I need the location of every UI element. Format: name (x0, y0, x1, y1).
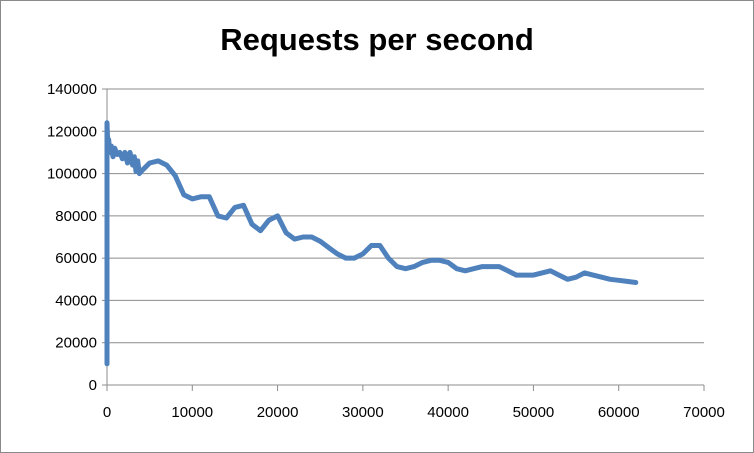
y-tick-label-6: 120000 (47, 123, 97, 140)
y-tick-label-5: 100000 (47, 166, 97, 183)
chart-title: Requests per second (220, 22, 534, 57)
y-tick-label-0: 0 (89, 377, 97, 394)
x-tick-label-4: 40000 (427, 404, 469, 421)
x-tick-label-3: 30000 (342, 404, 384, 421)
y-tick-label-1: 20000 (55, 335, 97, 352)
x-tick-labels: 0 10000 20000 30000 40000 50000 60000 70000 (103, 404, 725, 421)
y-tick-labels: 0 20000 40000 60000 80000 100000 120000 140000 (47, 81, 97, 394)
x-tick-label-2: 20000 (257, 404, 299, 421)
gridlines (107, 88, 704, 344)
x-tick-label-6: 60000 (598, 404, 640, 421)
x-tick-label-1: 10000 (171, 404, 213, 421)
y-tick-label-3: 60000 (55, 250, 97, 267)
x-tick-label-5: 50000 (513, 404, 555, 421)
x-tick-label-0: 0 (103, 404, 111, 421)
y-tick-label-7: 140000 (47, 81, 97, 98)
series-group (104, 120, 639, 367)
y-tick-label-2: 40000 (55, 292, 97, 309)
x-tick-label-7: 70000 (683, 404, 725, 421)
series-line-0 (104, 120, 639, 367)
y-tick-label-4: 80000 (55, 208, 97, 225)
axes (102, 88, 705, 391)
